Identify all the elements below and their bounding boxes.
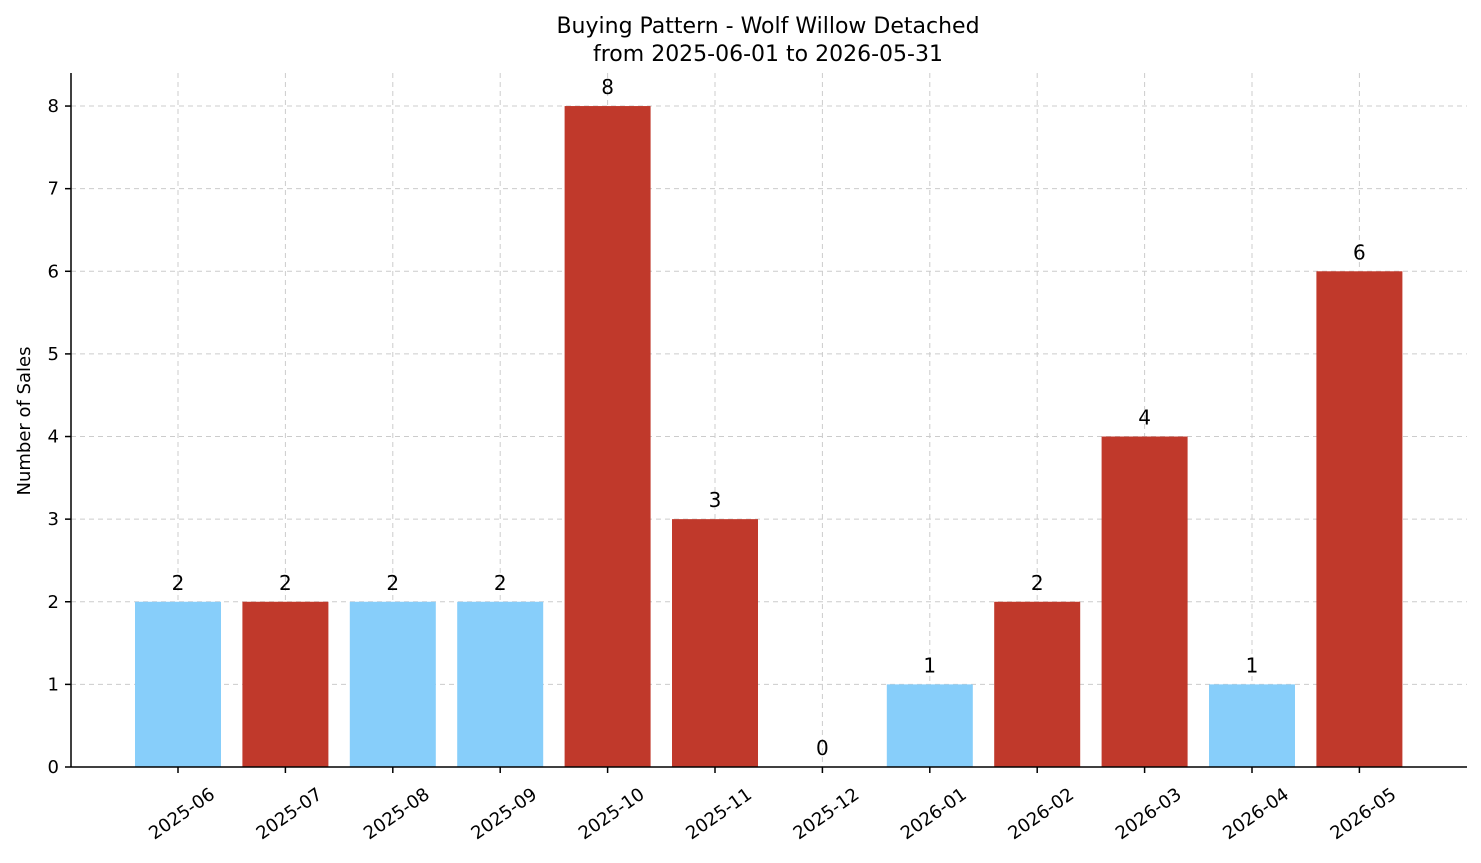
data-label-2026-02: 2 (1031, 571, 1044, 595)
y-tick-label: 6 (48, 261, 59, 282)
bar-2025-06 (135, 601, 221, 767)
y-tick-label: 2 (48, 592, 59, 613)
data-label-2026-04: 1 (1246, 653, 1259, 677)
bar-2025-09 (457, 601, 544, 767)
data-label-2025-06: 2 (172, 571, 185, 595)
data-label-2025-09: 2 (494, 571, 507, 595)
x-tick-label: 2025-08 (360, 784, 434, 844)
chart-title-line2: from 2025-06-01 to 2026-05-31 (593, 42, 943, 67)
x-tick-label: 2026-01 (897, 784, 971, 844)
data-label-2025-07: 2 (279, 571, 292, 595)
bar-2025-07 (242, 601, 329, 767)
y-axis-label: Number of Sales (14, 346, 35, 495)
x-tick-label: 2025-11 (682, 784, 756, 844)
chart-title-line1: Buying Pattern - Wolf Willow Detached (556, 14, 979, 39)
bars (135, 106, 1403, 768)
bar-2025-10 (564, 106, 651, 768)
y-tick-label: 1 (48, 674, 59, 695)
data-labels: 2 2 2 2 8 3 0 1 2 4 1 6 (172, 75, 1366, 760)
data-label-2025-12: 0 (816, 736, 829, 760)
x-tick-label: 2026-03 (1112, 784, 1186, 844)
y-tick-label: 8 (48, 96, 59, 117)
bar-2026-05 (1316, 271, 1403, 767)
data-label-2025-10: 8 (601, 75, 614, 99)
bar-2026-02 (994, 601, 1081, 767)
x-tick-label: 2025-07 (253, 784, 327, 844)
y-tick-label: 5 (48, 344, 59, 365)
data-label-2026-01: 1 (923, 653, 936, 677)
x-tick-label: 2026-05 (1327, 784, 1401, 844)
y-tick-label: 7 (48, 179, 59, 200)
data-label-2026-05: 6 (1353, 240, 1366, 264)
y-tick-label: 0 (48, 757, 59, 778)
y-tick-label: 4 (48, 427, 59, 448)
data-label-2025-08: 2 (386, 571, 399, 595)
y-tick-label: 3 (48, 509, 59, 530)
x-tick-label: 2025-06 (145, 784, 219, 844)
data-label-2026-03: 4 (1138, 406, 1151, 430)
bar-2026-03 (1101, 436, 1188, 767)
x-tick-label: 2025-10 (575, 784, 649, 844)
bar-2026-04 (1209, 684, 1295, 767)
bar-2025-08 (349, 601, 436, 767)
bar-2025-11 (672, 519, 758, 767)
x-tick-label: 2025-12 (790, 784, 864, 844)
x-tick-label: 2026-02 (1004, 784, 1078, 844)
data-label-2025-11: 3 (709, 488, 722, 512)
x-tick-label: 2026-04 (1219, 784, 1293, 844)
x-tick-label: 2025-09 (467, 784, 541, 844)
bar-2026-01 (886, 684, 973, 767)
